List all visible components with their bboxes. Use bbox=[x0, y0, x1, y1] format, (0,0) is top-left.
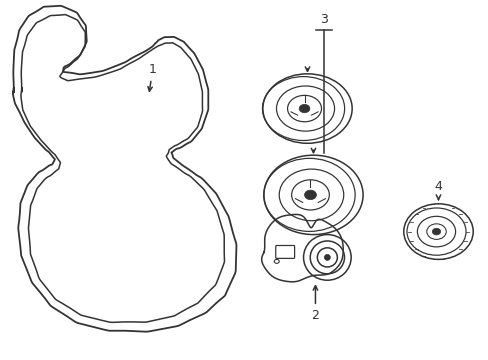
Ellipse shape bbox=[324, 255, 330, 260]
Text: 2: 2 bbox=[311, 286, 319, 322]
Ellipse shape bbox=[299, 104, 309, 113]
Ellipse shape bbox=[431, 228, 440, 235]
Ellipse shape bbox=[304, 190, 316, 200]
Text: 1: 1 bbox=[147, 63, 156, 91]
Text: 3: 3 bbox=[320, 13, 327, 26]
Text: 4: 4 bbox=[434, 180, 442, 199]
